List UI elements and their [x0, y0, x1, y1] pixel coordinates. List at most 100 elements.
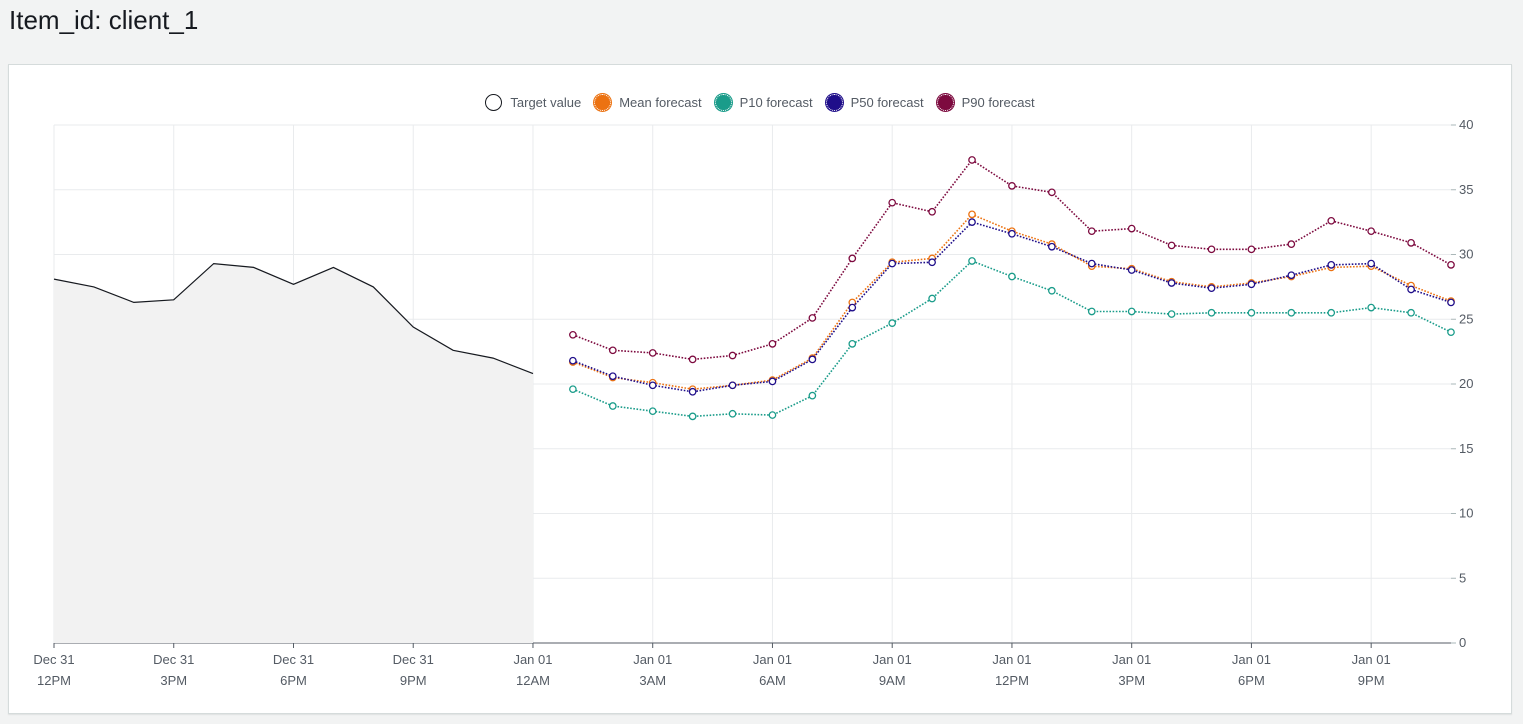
y-tick-label: 5 [1459, 570, 1466, 585]
p10-forecast-point [808, 391, 817, 400]
x-tick-label: Jan 01 [633, 652, 672, 667]
x-tick-label: Dec 31 [393, 652, 434, 667]
p10-forecast-point [768, 411, 777, 419]
p90-forecast-point [648, 349, 657, 357]
p50-forecast-point [728, 381, 737, 390]
p50-forecast-point [1167, 279, 1176, 287]
p90-forecast-point [808, 314, 817, 322]
forecast-chart: 0 5 10 15 20 25 30 35 40 Dec 31 12PM Dec 31 3PM Dec 3… [33, 117, 1473, 688]
p10-forecast-point [1087, 307, 1096, 316]
p50-forecast-point [1048, 242, 1056, 251]
y-tick-label: 15 [1459, 441, 1473, 456]
legend-item-target-value[interactable]: Target value [485, 94, 581, 111]
x-tick-label: Jan 01 [992, 652, 1031, 667]
p10-forecast-point [968, 257, 976, 265]
legend-item-p10-forecast[interactable]: P10 forecast [714, 94, 813, 111]
x-tick-label: 9PM [400, 673, 427, 688]
p50-forecast-point [928, 258, 936, 267]
x-tick-label: Jan 01 [873, 652, 912, 667]
y-tick-label: 20 [1459, 376, 1473, 391]
legend-swatch-p90-forecast [936, 94, 954, 111]
chart-legend: Target value Mean forecast P10 forecast P50… [9, 94, 1511, 111]
p10-forecast-point [608, 402, 617, 410]
x-tick-label: Dec 31 [33, 652, 74, 667]
p90-forecast-point [848, 254, 857, 263]
x-tick-label: Jan 01 [1352, 652, 1391, 667]
y-tick-label: 25 [1459, 311, 1473, 326]
p50-forecast-point [968, 218, 976, 226]
x-tick-label: 9PM [1358, 673, 1385, 688]
p90-forecast-point [1247, 245, 1256, 254]
p50-forecast-point [1008, 229, 1016, 238]
p50-forecast-point [688, 387, 697, 396]
page-title: Item_id: client_1 [9, 5, 199, 35]
p50-forecast-point [1247, 280, 1256, 289]
p90-forecast-point [1008, 182, 1016, 190]
p90-forecast-point [1167, 241, 1176, 250]
p10-forecast-point [648, 407, 657, 416]
y-tick-label: 0 [1459, 635, 1466, 650]
p10-forecast-point [1207, 308, 1216, 317]
p10-forecast-point [1167, 310, 1176, 318]
p10-forecast-point [1327, 308, 1336, 317]
legend-label: P50 forecast [850, 95, 924, 110]
p90-forecast-point [888, 198, 897, 207]
x-tick-label: Jan 01 [1232, 652, 1271, 667]
p90-forecast-point [728, 351, 737, 360]
x-tick-label: 6PM [1238, 673, 1265, 688]
legend-swatch-mean-forecast [594, 94, 612, 111]
x-tick-label: 9AM [879, 673, 906, 688]
p10-forecast-point [1447, 328, 1455, 337]
p90-forecast-point [608, 346, 617, 355]
p10-forecast-point [888, 319, 897, 327]
p90-forecast-point [688, 355, 697, 364]
p90-forecast-point [768, 340, 777, 348]
p90-forecast-point [1327, 216, 1336, 225]
p10-forecast-point [1407, 308, 1415, 317]
p10-forecast-point [1048, 286, 1056, 295]
legend-item-p90-forecast[interactable]: P90 forecast [936, 94, 1035, 111]
p10-forecast-point [569, 385, 577, 394]
mean-forecast-point [968, 210, 976, 219]
p90-forecast-point [1048, 188, 1056, 197]
target-value-area [54, 263, 533, 643]
p50-forecast-point [1127, 266, 1136, 274]
target-value-line [53, 262, 534, 375]
p50-forecast-point [768, 377, 777, 386]
legend-swatch-target-value [485, 94, 503, 111]
p90-forecast-point [569, 330, 577, 339]
p50-forecast-point [608, 372, 617, 381]
p90-forecast-point [1287, 240, 1296, 248]
p50-forecast-point [569, 356, 577, 365]
p50-forecast-point [1367, 259, 1376, 268]
chart-panel: Target value Mean forecast P10 forecast P50… [8, 64, 1512, 714]
p90-forecast-point [1447, 261, 1455, 269]
p10-forecast-point [1008, 272, 1016, 281]
x-tick-label: Dec 31 [273, 652, 314, 667]
p90-forecast-point [928, 207, 936, 216]
legend-item-mean-forecast[interactable]: Mean forecast [594, 94, 702, 111]
y-tick-label: 10 [1459, 506, 1473, 521]
p10-forecast-point [688, 412, 697, 421]
p90-forecast-point [968, 156, 976, 164]
x-tick-label: 12AM [516, 673, 550, 688]
x-tick-label: Jan 01 [1112, 652, 1151, 667]
x-tick-label: Jan 01 [513, 652, 552, 667]
p90-forecast-point [1087, 227, 1096, 236]
p50-forecast-point [1207, 284, 1216, 293]
p90-forecast-point [1367, 227, 1376, 236]
x-tick-label: 6AM [759, 673, 786, 688]
y-tick-label: 30 [1459, 247, 1473, 262]
x-tick-label: 12PM [37, 673, 71, 688]
p10-forecast-point [1247, 308, 1256, 317]
legend-item-p50-forecast[interactable]: P50 forecast [825, 94, 924, 111]
p90-forecast-line [572, 158, 1452, 361]
p50-forecast-point [808, 355, 817, 364]
p50-forecast-point [648, 381, 657, 390]
p10-forecast-point [928, 294, 936, 303]
x-tick-label: 3AM [639, 673, 666, 688]
legend-swatch-p10-forecast [714, 94, 732, 111]
p90-forecast-point [1127, 224, 1136, 233]
legend-swatch-p50-forecast [825, 94, 843, 111]
legend-label: Target value [510, 95, 582, 110]
